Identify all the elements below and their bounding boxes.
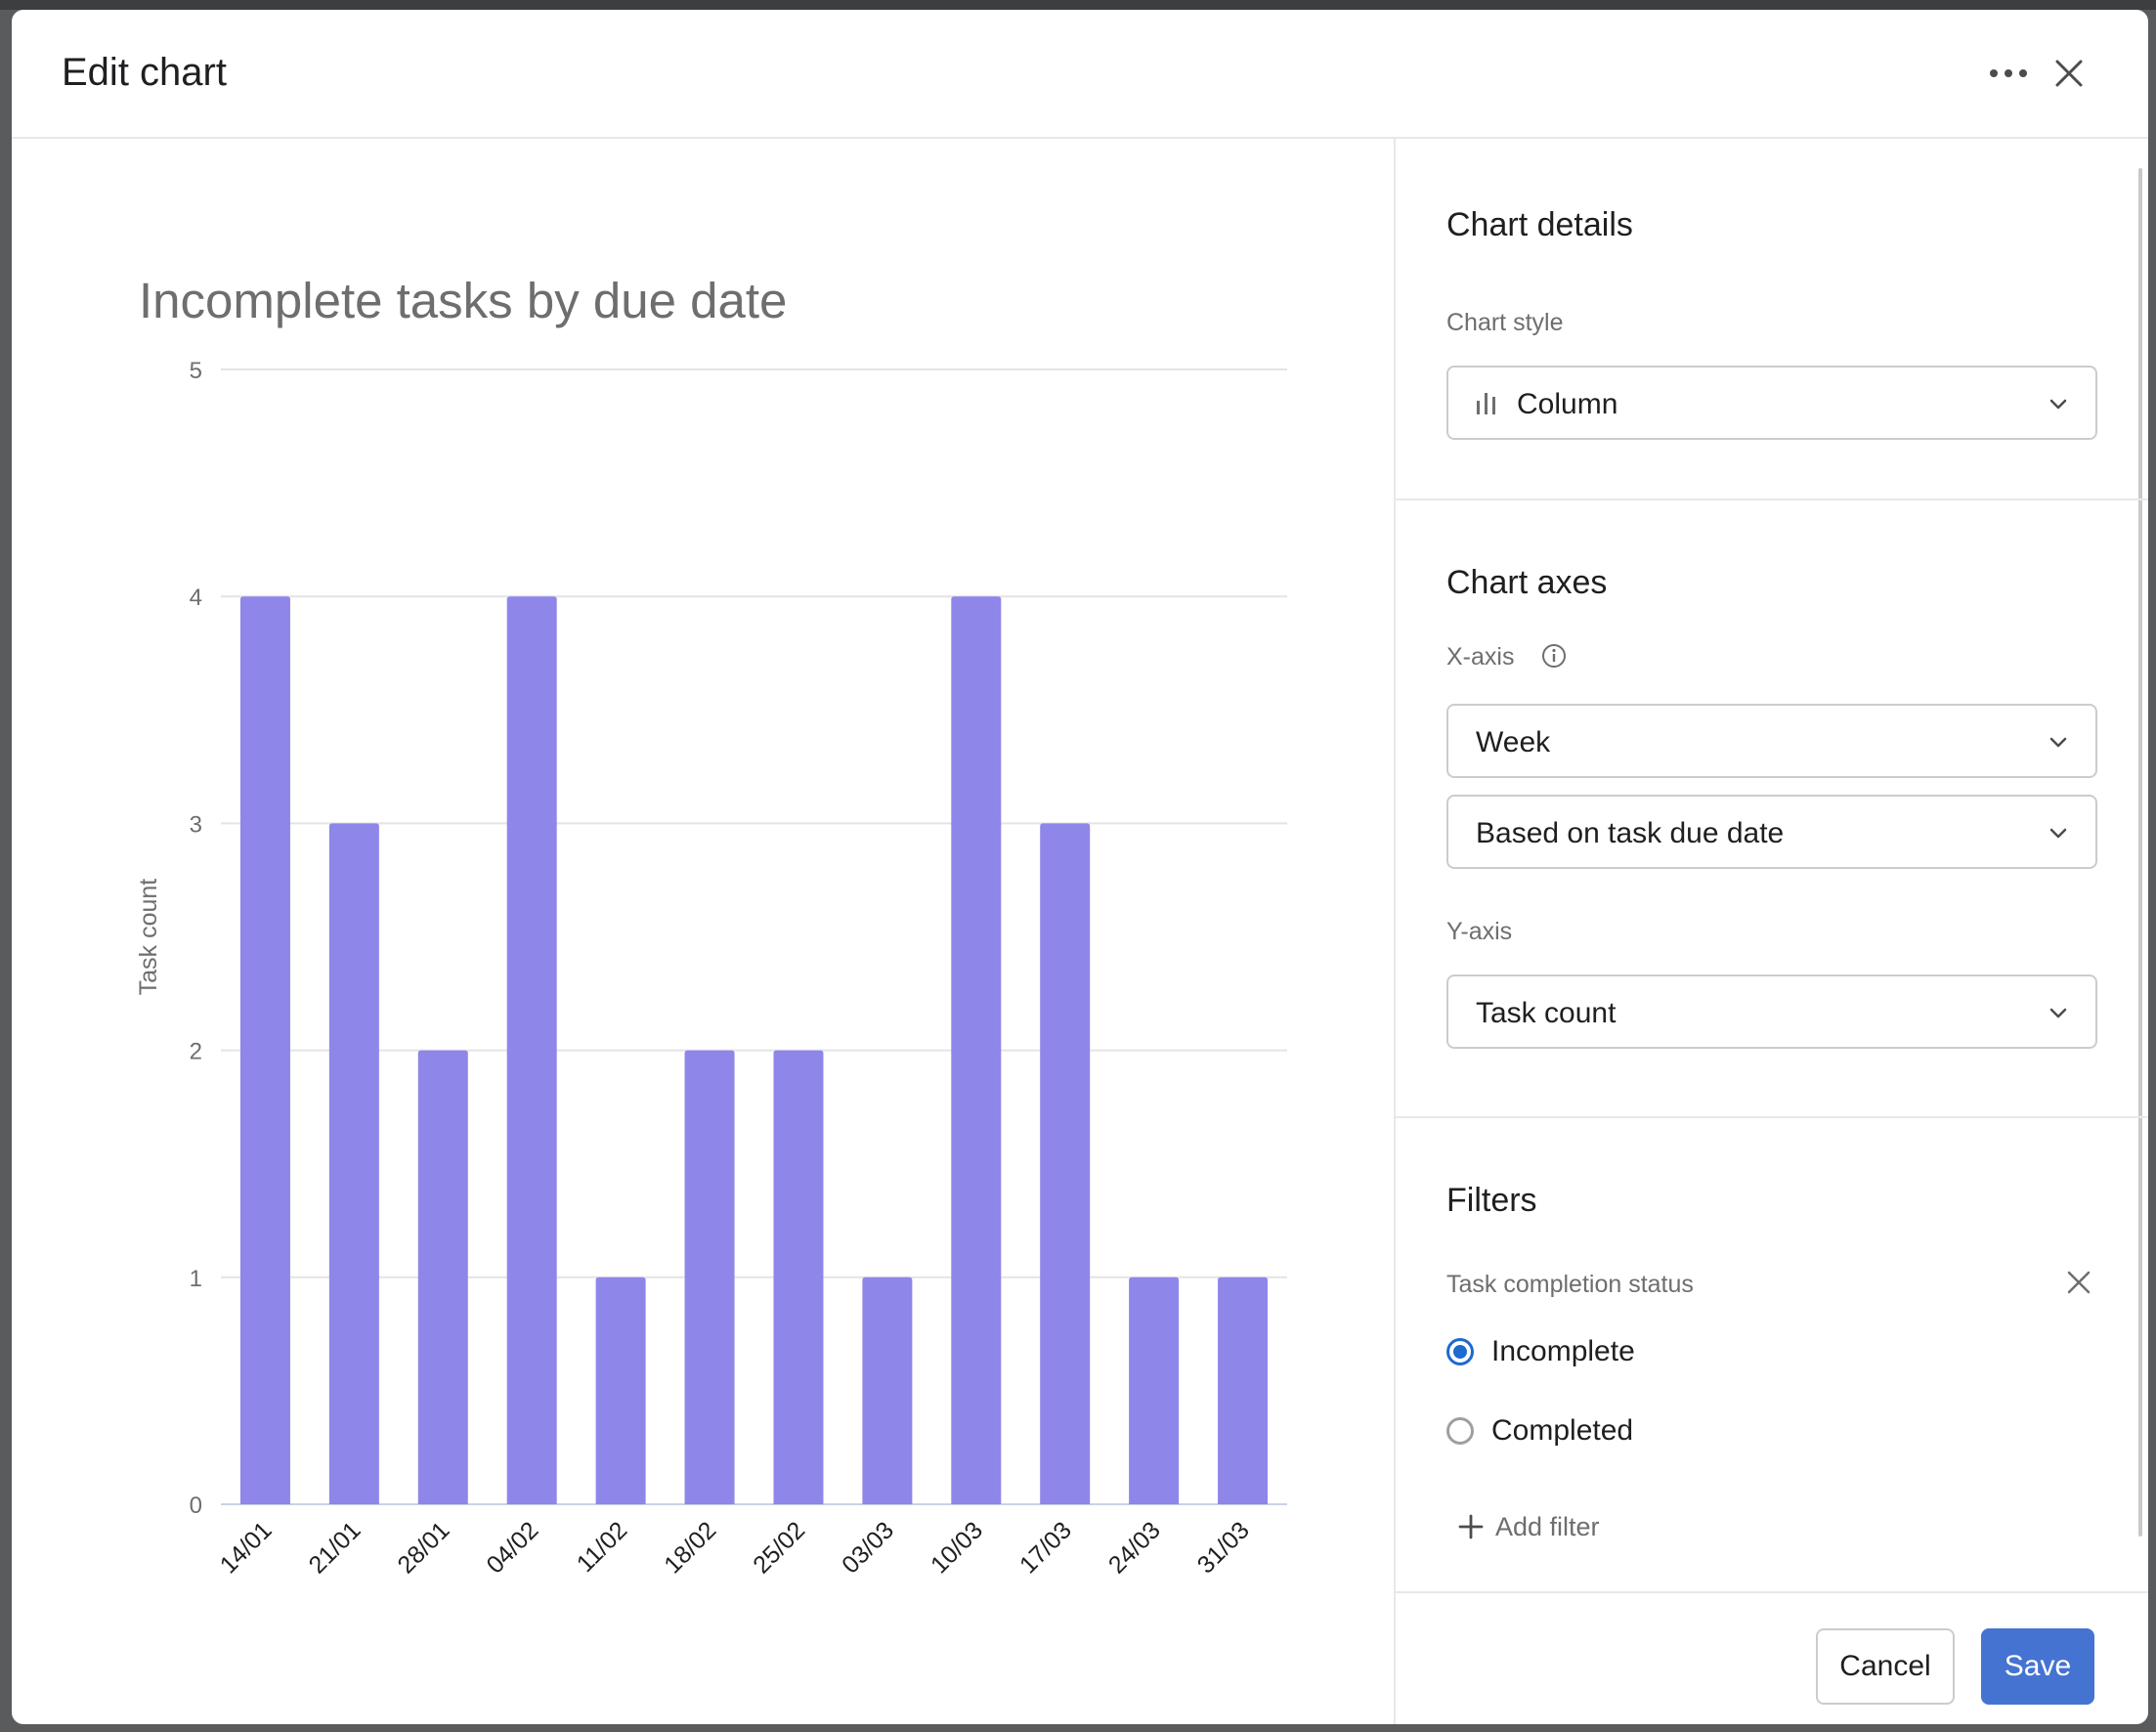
section-divider [1396, 1116, 2148, 1118]
footer-divider [1396, 1591, 2148, 1593]
bar[interactable] [417, 1050, 468, 1504]
more-options-button[interactable] [1982, 47, 2035, 100]
bar[interactable] [1040, 823, 1091, 1504]
bar[interactable] [862, 1277, 913, 1504]
chart-style-select[interactable]: Column [1446, 366, 2097, 440]
column-chart: 0 1 2 3 4 5 14/01 21/01 28/01 04/02 11/02 18/02 25/0… [135, 358, 1287, 1579]
plus-icon [1458, 1514, 1484, 1539]
filters-heading: Filters [1446, 1182, 1537, 1219]
x-axis-select[interactable]: Week [1446, 704, 2097, 778]
save-button[interactable]: Save [1981, 1628, 2094, 1705]
radio-button-selected[interactable] [1446, 1338, 1474, 1365]
chart-style-label: Chart style [1446, 309, 1564, 336]
chart-preview: Incomplete tasks by due date 0 1 2 3 4 5 14/01… [12, 139, 1394, 1724]
edit-chart-dialog: Edit chart Incomplete tasks by due date … [12, 10, 2148, 1724]
add-filter-label: Add filter [1495, 1511, 1600, 1541]
y-axis-value: Task count [1476, 997, 1617, 1029]
radio-label: Incomplete [1491, 1335, 1635, 1367]
radio-label: Completed [1491, 1414, 1634, 1447]
x-tick-label: 14/01 [215, 1516, 278, 1579]
bar[interactable] [684, 1050, 735, 1504]
more-horizontal-icon [1990, 69, 2027, 77]
x-tick-label: 17/03 [1014, 1516, 1077, 1579]
dialog-header: Edit chart [12, 10, 2148, 139]
y-tick-label: 0 [190, 1493, 202, 1519]
y-tick-label: 4 [190, 585, 202, 611]
bar[interactable] [239, 596, 290, 1504]
x-axis-basis-value: Based on task due date [1476, 817, 1785, 849]
bar[interactable] [1129, 1277, 1180, 1504]
add-filter-button[interactable]: Add filter [1458, 1507, 1600, 1546]
chevron-down-icon [2049, 1008, 2067, 1018]
y-tick-label: 2 [190, 1039, 202, 1065]
radio-option-completed[interactable]: Completed [1446, 1407, 1633, 1455]
info-icon[interactable] [1540, 642, 1568, 670]
column-chart-icon [1477, 393, 1495, 414]
x-tick-label: 03/03 [837, 1516, 899, 1579]
y-tick-label: 3 [190, 811, 202, 838]
x-tick-label: 18/02 [659, 1516, 721, 1579]
y-axis-select[interactable]: Task count [1446, 974, 2097, 1049]
x-tick-label: 10/03 [926, 1516, 988, 1579]
x-tick-label: 31/03 [1192, 1516, 1255, 1579]
chart-title: Incomplete tasks by due date [139, 273, 788, 328]
x-tick-label: 24/03 [1103, 1516, 1166, 1579]
cancel-button[interactable]: Cancel [1816, 1628, 1955, 1705]
bar[interactable] [951, 596, 1002, 1504]
filter-name-label: Task completion status [1446, 1271, 1694, 1298]
x-tick-label: 25/02 [748, 1516, 810, 1579]
bar[interactable] [328, 823, 379, 1504]
y-axis-label: Y-axis [1446, 918, 1513, 945]
radio-option-incomplete[interactable]: Incomplete [1446, 1327, 1635, 1376]
y-tick-label: 1 [190, 1266, 202, 1292]
settings-scrollbar[interactable] [2138, 168, 2142, 1537]
bar[interactable] [1218, 1277, 1269, 1504]
x-tick-label: 11/02 [572, 1516, 633, 1578]
x-axis-value: Week [1476, 726, 1551, 758]
close-dialog-button[interactable] [2043, 47, 2095, 100]
chart-details-heading: Chart details [1446, 206, 1633, 243]
x-tick-label: 28/01 [392, 1516, 454, 1579]
x-tick-label: 04/02 [481, 1516, 543, 1579]
radio-button[interactable] [1446, 1417, 1474, 1445]
y-axis-title: Task count [135, 879, 162, 996]
bar[interactable] [773, 1050, 824, 1504]
chevron-down-icon [2049, 828, 2067, 839]
remove-filter-icon[interactable] [2066, 1270, 2091, 1295]
chart-style-value: Column [1517, 388, 1618, 420]
section-divider [1396, 498, 2148, 500]
chart-settings-panel: Chart details Chart style Column Chart a… [1396, 139, 2148, 1724]
x-tick-label: 21/01 [304, 1516, 367, 1579]
dialog-title: Edit chart [62, 51, 227, 94]
x-axis-basis-select[interactable]: Based on task due date [1446, 795, 2097, 869]
chevron-down-icon [2049, 399, 2067, 410]
chart-axes-heading: Chart axes [1446, 564, 1608, 601]
chevron-down-icon [2049, 737, 2067, 748]
y-tick-label: 5 [190, 358, 202, 384]
bar[interactable] [506, 596, 557, 1504]
x-axis-label: X-axis [1446, 643, 1515, 671]
bar[interactable] [595, 1277, 646, 1504]
panel-divider [1394, 139, 1396, 1724]
close-icon [2055, 60, 2083, 87]
backdrop [0, 0, 2156, 10]
